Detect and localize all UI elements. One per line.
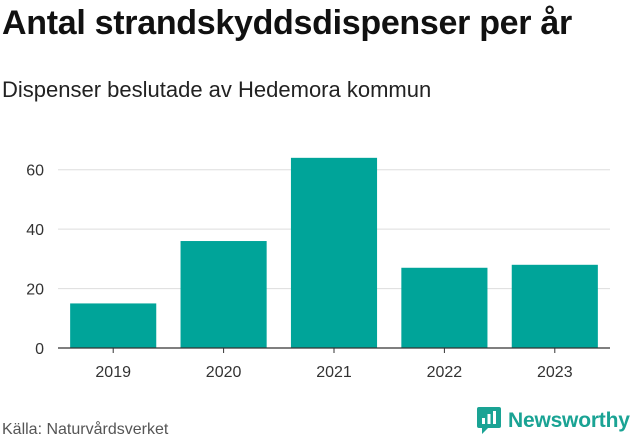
- source-note: Källa: Naturvårdsverket: [2, 421, 169, 438]
- y-tick-label: 0: [35, 341, 44, 358]
- bar: [290, 157, 378, 348]
- x-tick-label: 2023: [537, 364, 573, 381]
- brand-logo: Newsworthy: [476, 406, 630, 436]
- bar: [401, 267, 488, 348]
- bar: [511, 264, 598, 348]
- newsworthy-logo-icon: [477, 407, 501, 434]
- y-tick-label: 40: [26, 222, 44, 239]
- x-tick-label: 2019: [95, 364, 131, 381]
- brand-name: Newsworthy: [508, 409, 630, 432]
- y-tick-label: 60: [26, 163, 44, 180]
- chart-title: Antal strandskyddsdispenser per år: [2, 4, 572, 42]
- x-tick-label: 2021: [316, 364, 352, 381]
- x-tick-label: 2020: [206, 364, 242, 381]
- bar: [70, 303, 157, 348]
- bar: [180, 241, 267, 348]
- bar-chart: 0 20 40 60 2019 2020 2021 2022 2023: [26, 157, 610, 381]
- x-tick-label: 2022: [427, 364, 463, 381]
- y-tick-label: 20: [26, 282, 44, 299]
- chart-subtitle: Dispenser beslutade av Hedemora kommun: [2, 77, 432, 102]
